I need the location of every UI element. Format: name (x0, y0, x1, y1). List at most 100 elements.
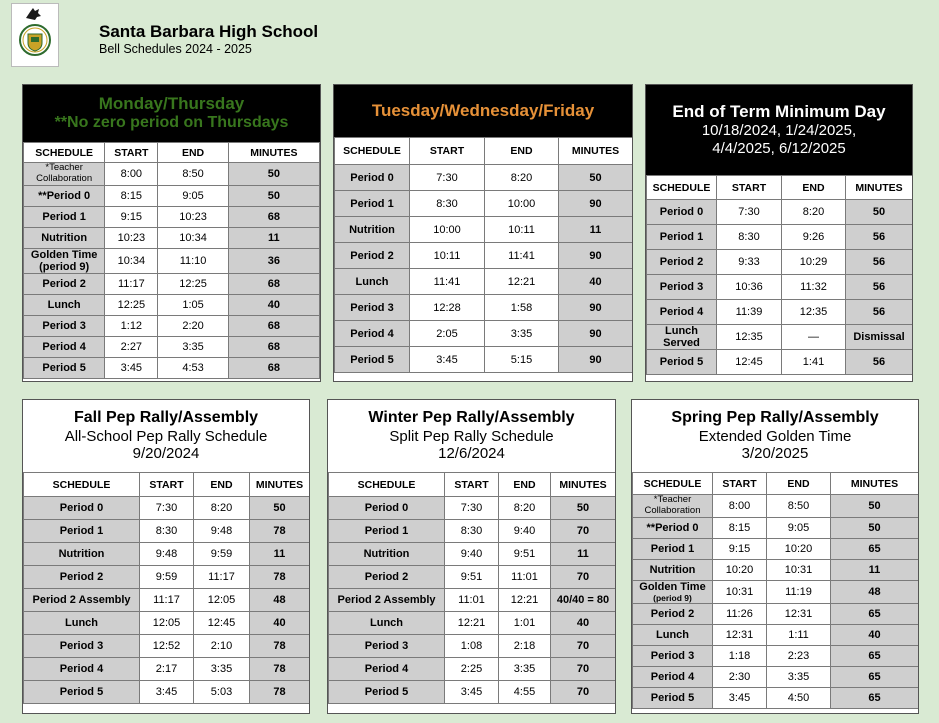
end-cell: 9:48 (193, 519, 250, 543)
table-row: **Period 0 8:15 9:05 50 (632, 516, 918, 539)
table-row: Lunch 12:05 12:45 40 (23, 611, 309, 635)
start-cell: 2:17 (139, 657, 194, 681)
schedule-cell: Period 5 (334, 346, 410, 373)
table-row: Period 2 Assembly 11:01 12:21 40/40 = 80 (328, 588, 615, 612)
minutes-cell: 40 (227, 293, 320, 316)
start-cell: 11:01 (444, 588, 499, 612)
start-cell: 10:20 (712, 558, 767, 581)
table-row: Nutrition 10:00 10:11 11 (334, 216, 632, 243)
minutes-cell: 40 (550, 611, 615, 635)
column-header-start: START (444, 472, 499, 497)
end-cell: 1:11 (766, 623, 831, 646)
column-header-minutes: MINUTES (558, 137, 632, 165)
panel-header: Spring Pep Rally/Assembly Extended Golden… (632, 400, 918, 472)
end-cell: 10:29 (781, 249, 846, 275)
start-cell: 3:45 (104, 356, 159, 379)
start-cell: 10:36 (716, 274, 782, 300)
start-cell: 11:17 (104, 272, 159, 295)
schedule-cell: Golden Time (period 9) (632, 579, 713, 604)
schedule-cell: **Period 0 (23, 184, 106, 207)
schedule-table: SCHEDULE START END MINUTES Period 0 7:30 8:20 5… (328, 472, 615, 704)
minutes-cell: 65 (830, 665, 918, 688)
end-cell: 9:26 (781, 224, 846, 250)
schedule-cell: Period 2 Assembly (23, 588, 140, 612)
start-cell: 2:25 (444, 657, 499, 681)
schedule-cell: Period 3 (632, 644, 713, 667)
table-row: Lunch 12:21 1:01 40 (328, 611, 615, 635)
schedule-cell: Nutrition (23, 542, 140, 566)
schedule-cell: Period 4 (646, 299, 717, 325)
end-cell: 3:35 (766, 665, 831, 688)
minutes-cell: 50 (830, 494, 918, 518)
end-cell: 10:20 (766, 537, 831, 560)
minutes-cell: 50 (845, 199, 912, 225)
start-cell: 1:12 (104, 314, 159, 337)
minutes-cell: 65 (830, 602, 918, 625)
minutes-cell: 90 (558, 294, 632, 321)
table-row: Period 1 9:15 10:23 68 (23, 205, 320, 228)
table-row: Period 5 3:45 4:53 68 (23, 356, 320, 379)
schedule-cell: Period 1 (632, 537, 713, 560)
end-cell: 12:21 (498, 588, 551, 612)
table-row: Lunch 12:25 1:05 40 (23, 293, 320, 316)
schedule-year: Bell Schedules 2024 - 2025 (99, 42, 252, 56)
schedule-cell: Period 4 (23, 657, 140, 681)
end-cell: 8:50 (157, 162, 229, 186)
end-cell: 9:05 (766, 516, 831, 539)
end-cell: 12:05 (193, 588, 250, 612)
schedule-cell: Period 3 (328, 634, 445, 658)
schedule-cell: Period 2 (646, 249, 717, 275)
start-cell: 12:28 (409, 294, 485, 321)
panel-title: Tuesday/Wednesday/Friday (371, 100, 595, 120)
minutes-cell: 40/40 = 80 (550, 588, 615, 612)
minutes-cell: 11 (249, 542, 309, 566)
end-cell: 4:50 (766, 686, 831, 709)
start-cell: 8:15 (712, 516, 767, 539)
start-cell: 10:00 (409, 216, 485, 243)
schedule-cell: Period 0 (646, 199, 717, 225)
minutes-cell: 68 (227, 314, 320, 337)
start-cell: 12:25 (104, 293, 159, 316)
start-cell: 9:48 (139, 542, 194, 566)
schedule-cell: Lunch (328, 611, 445, 635)
column-header-start: START (139, 472, 194, 497)
start-cell: 11:26 (712, 602, 767, 625)
table-row: Period 4 2:05 3:35 90 (334, 320, 632, 347)
column-header-minutes: MINUTES (227, 142, 320, 163)
end-cell: 2:20 (157, 314, 229, 337)
school-logo (11, 3, 59, 67)
minutes-cell: 68 (227, 356, 320, 379)
schedule-cell: Lunch (23, 611, 140, 635)
schedule-cell: Period 0 (23, 496, 140, 520)
start-cell: 10:11 (409, 242, 485, 269)
minutes-cell: 90 (558, 190, 632, 217)
start-cell: 10:31 (712, 579, 767, 604)
column-header-minutes: MINUTES (249, 472, 309, 497)
end-cell: 9:59 (193, 542, 250, 566)
minutes-cell: 40 (830, 623, 918, 646)
schedule-cell: *Teacher Collaboration (23, 162, 106, 186)
schedule-cell: Golden Time (period 9) (23, 247, 106, 274)
schedule-cell: Nutrition (632, 558, 713, 581)
end-cell: 4:55 (498, 680, 551, 704)
end-cell: 1:01 (498, 611, 551, 635)
end-cell: 12:25 (157, 272, 229, 295)
schedule-cell: Nutrition (328, 542, 445, 566)
column-header-end: END (157, 142, 229, 163)
start-cell: 11:17 (139, 588, 194, 612)
table-row: Period 2 9:33 10:29 56 (646, 249, 912, 275)
table-row: Period 1 8:30 9:26 56 (646, 224, 912, 250)
end-cell: 8:20 (484, 164, 559, 191)
end-cell: 4:53 (157, 356, 229, 379)
table-row: Period 5 3:45 5:03 78 (23, 680, 309, 704)
school-crest-icon (19, 8, 51, 56)
start-cell: 2:30 (712, 665, 767, 688)
minutes-cell: 68 (227, 272, 320, 295)
schedule-cell: Period 2 (23, 565, 140, 589)
schedule-table: SCHEDULE START END MINUTES *Teacher Collabor… (23, 142, 320, 379)
schedule-cell: Period 1 (23, 205, 106, 228)
column-header-schedule: SCHEDULE (328, 472, 445, 497)
table-row: Period 1 8:30 10:00 90 (334, 190, 632, 217)
panel-spring-pep-rally: Spring Pep Rally/Assembly Extended Golden… (631, 399, 919, 714)
minutes-cell: 50 (227, 184, 320, 207)
